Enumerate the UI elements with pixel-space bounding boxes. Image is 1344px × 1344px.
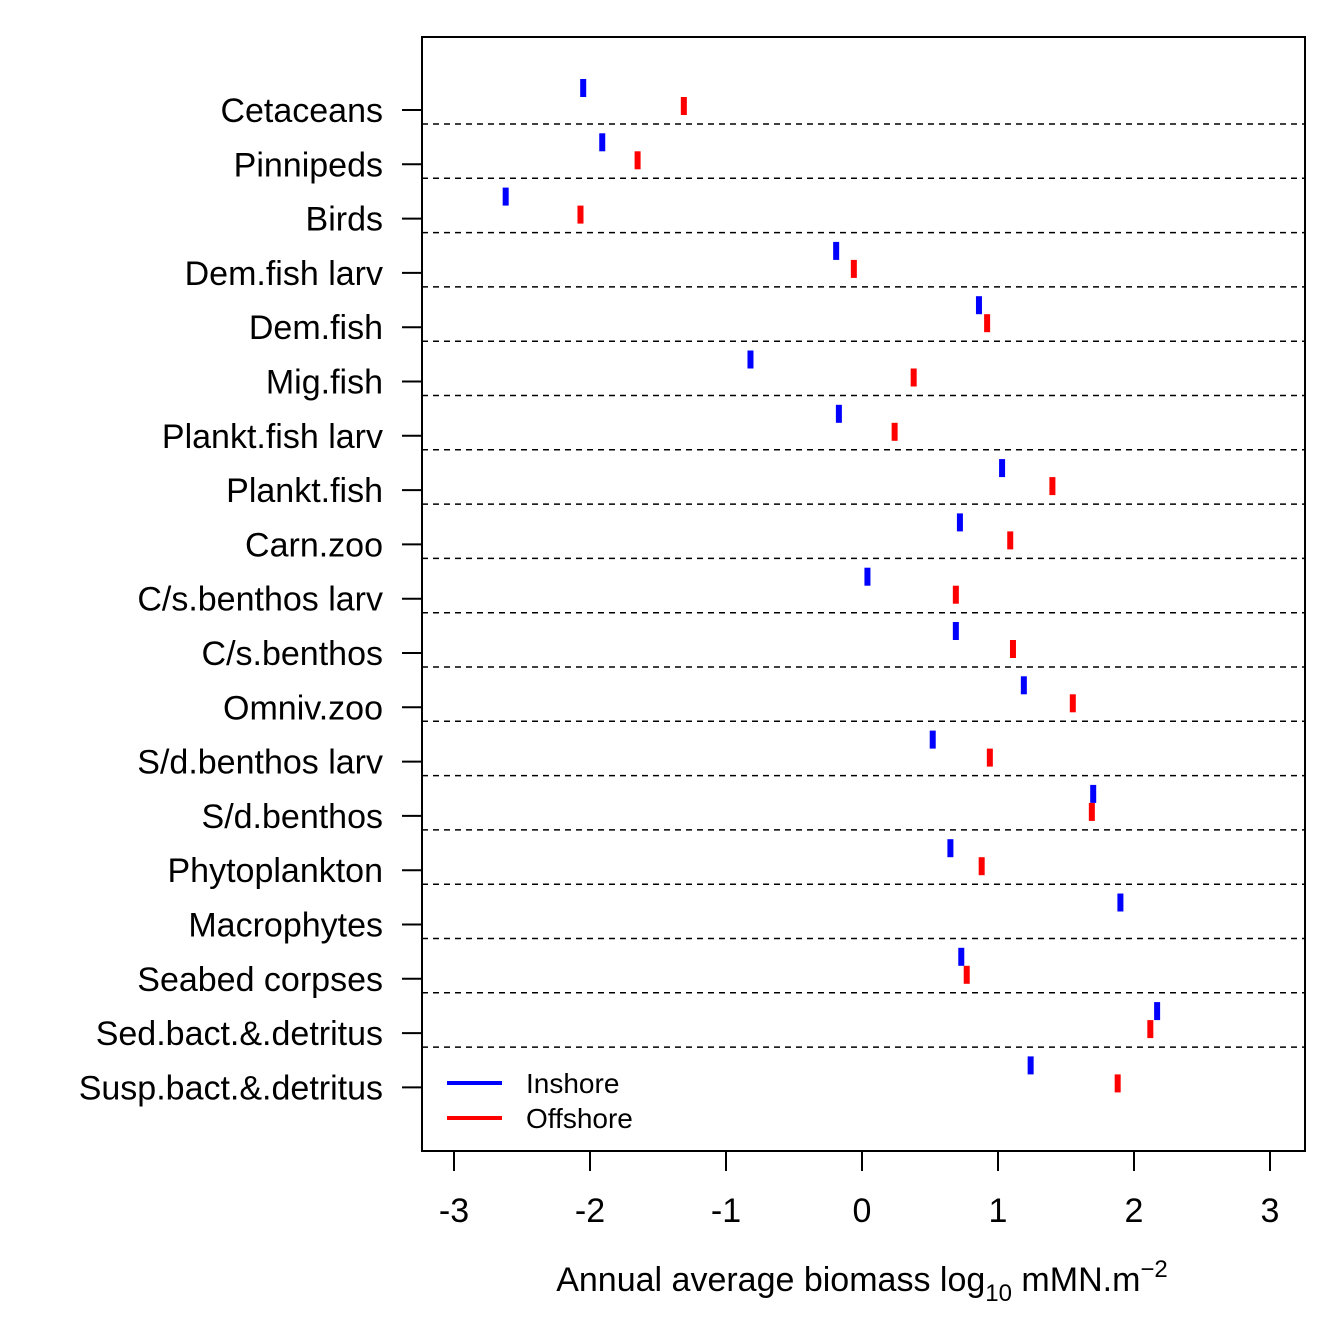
inshore-marker	[833, 241, 840, 260]
offshore-marker	[1007, 531, 1014, 550]
x-tick-label: 1	[989, 1192, 1008, 1230]
category-label: Susp.bact.&.detritus	[79, 1069, 383, 1107]
offshore-marker	[910, 368, 917, 387]
x-tick-label: 3	[1261, 1192, 1280, 1230]
inshore-marker	[1027, 1056, 1034, 1075]
inshore-marker	[947, 839, 954, 858]
inshore-marker	[929, 730, 936, 749]
inshore-marker	[599, 133, 606, 152]
x-axis: -3 -2 -1 0 1 2 3	[439, 1150, 1280, 1230]
category-label: S/d.benthos	[202, 798, 383, 836]
category-label: C/s.benthos	[202, 635, 383, 673]
category-label: Macrophytes	[188, 907, 383, 945]
x-tick-label: -1	[711, 1192, 741, 1230]
legend: Inshore Offshore	[447, 1068, 633, 1134]
x-axis-title-sub: 10	[985, 1280, 1012, 1307]
offshore-marker	[984, 314, 991, 333]
category-label: C/s.benthos larv	[137, 581, 383, 619]
category-label: Carn.zoo	[245, 526, 383, 564]
inshore-marker	[835, 404, 842, 423]
category-label: Omniv.zoo	[223, 689, 383, 727]
x-axis-title-main: Annual average biomass log	[556, 1261, 985, 1299]
offshore-marker	[680, 97, 687, 115]
category-label: Pinnipeds	[234, 146, 383, 184]
offshore-marker	[986, 748, 993, 767]
offshore-marker	[577, 205, 584, 224]
x-axis-title: Annual average biomass log10 mMN.m−2	[556, 1256, 1168, 1307]
offshore-marker	[1088, 802, 1095, 821]
offshore-marker	[1114, 1074, 1121, 1093]
inshore-marker	[747, 350, 754, 369]
inshore-marker	[1154, 1002, 1161, 1021]
offshore-marker	[891, 422, 898, 441]
category-label: Sed.bact.&.detritus	[96, 1015, 383, 1053]
category-label: S/d.benthos larv	[137, 744, 383, 782]
offshore-marker	[850, 259, 857, 278]
x-axis-title-sup: −2	[1140, 1256, 1167, 1283]
inshore-marker	[975, 296, 982, 315]
offshore-marker	[963, 965, 970, 984]
inshore-marker	[1117, 893, 1124, 912]
category-label: Plankt.fish	[226, 472, 383, 510]
category-label: Phytoplankton	[168, 852, 384, 890]
category-label: Cetaceans	[220, 92, 383, 130]
category-rows: Cetaceans Pinnipeds Birds Dem.fish larv Dem.…	[79, 92, 1305, 1107]
inshore-marker	[958, 947, 965, 966]
inshore-marker	[864, 567, 871, 586]
legend-label-inshore: Inshore	[526, 1068, 619, 1099]
offshore-marker	[978, 857, 985, 876]
category-label: Dem.fish larv	[185, 255, 383, 293]
inshore-marker	[999, 459, 1006, 478]
category-label: Birds	[306, 201, 383, 239]
legend-label-offshore: Offshore	[526, 1103, 633, 1134]
category-label: Mig.fish	[266, 364, 383, 402]
offshore-marker	[1009, 640, 1016, 658]
x-tick-label: -3	[439, 1192, 469, 1230]
inshore-marker	[956, 513, 963, 532]
offshore-marker	[1069, 694, 1076, 713]
plot-frame	[421, 36, 1306, 1152]
offshore-marker	[952, 585, 959, 604]
inshore-marker	[502, 187, 509, 206]
category-label: Plankt.fish larv	[162, 418, 383, 456]
inshore-marker	[1090, 784, 1097, 803]
inshore-marker	[952, 622, 959, 640]
data-marks	[502, 79, 1161, 1093]
x-tick-label: 0	[853, 1192, 872, 1230]
x-tick-label: -2	[575, 1192, 605, 1230]
offshore-marker	[634, 151, 641, 170]
category-label: Dem.fish	[249, 309, 383, 347]
inshore-marker	[580, 79, 587, 97]
offshore-marker	[1049, 477, 1056, 496]
category-label: Seabed corpses	[137, 961, 383, 999]
x-tick-label: 2	[1125, 1192, 1144, 1230]
x-axis-title-unit: mMN.m	[1012, 1261, 1140, 1299]
inshore-marker	[1020, 676, 1027, 695]
offshore-marker	[1147, 1020, 1154, 1039]
